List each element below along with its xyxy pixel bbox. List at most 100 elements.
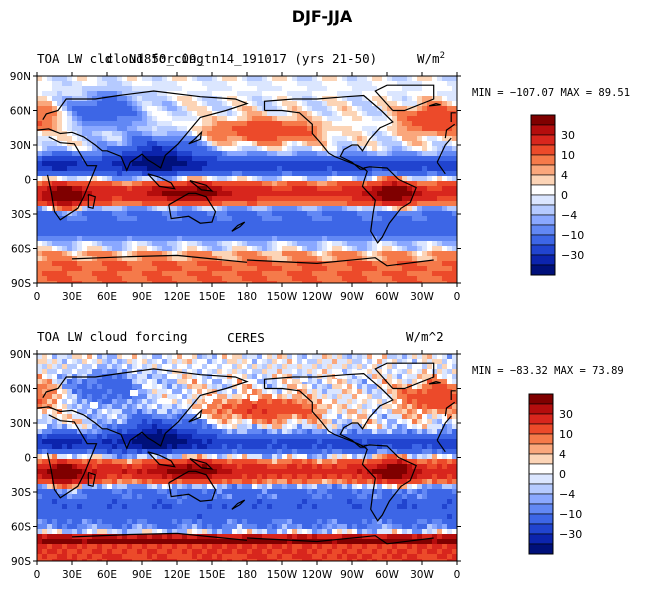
field-cell <box>137 231 143 237</box>
field-cell <box>387 96 393 102</box>
field-cell <box>127 424 133 430</box>
field-cell <box>322 271 328 277</box>
field-cell <box>62 261 68 267</box>
field-cell <box>67 166 73 172</box>
field-cell <box>447 261 453 267</box>
field-cell <box>407 364 413 370</box>
field-cell <box>407 131 413 137</box>
field-cell <box>227 91 233 97</box>
field-cell <box>347 364 353 370</box>
field-cell <box>357 86 363 92</box>
field-cell <box>242 359 248 365</box>
field-cell <box>382 156 388 162</box>
field-cell <box>62 101 68 107</box>
field-cell <box>62 266 68 272</box>
field-cell <box>307 186 313 192</box>
field-cell <box>142 266 148 272</box>
field-cell <box>352 91 358 97</box>
field-cell <box>42 181 48 187</box>
field-cell <box>72 404 78 410</box>
field-cell <box>352 161 358 167</box>
field-cell <box>92 231 98 237</box>
field-cell <box>407 226 413 232</box>
field-cell <box>57 76 63 82</box>
field-cell <box>342 186 348 192</box>
field-cell <box>327 171 333 177</box>
field-cell <box>177 414 183 420</box>
field-cell <box>432 126 438 132</box>
field-cell <box>252 369 258 375</box>
field-cell <box>352 101 358 107</box>
field-cell <box>52 146 58 152</box>
field-cell <box>152 424 158 430</box>
field-cell <box>327 211 333 217</box>
field-cell <box>152 186 158 192</box>
field-cell <box>162 171 168 177</box>
field-cell <box>237 424 243 430</box>
field-cell <box>442 196 448 202</box>
field-cell <box>117 241 123 247</box>
field-cell <box>52 226 58 232</box>
field-cell <box>102 106 108 112</box>
field-cell <box>277 156 283 162</box>
field-cell <box>217 101 223 107</box>
field-cell <box>297 181 303 187</box>
field-cell <box>202 151 208 157</box>
field-cell <box>112 86 118 92</box>
field-cell <box>237 419 243 425</box>
field-cell <box>262 404 268 410</box>
field-cell <box>432 374 438 380</box>
field-cell <box>52 191 58 197</box>
field-cell <box>287 414 293 420</box>
field-cell <box>357 429 363 435</box>
field-cell <box>92 379 98 385</box>
field-cell <box>92 281 98 283</box>
field-cell <box>327 96 333 102</box>
field-cell <box>207 271 213 277</box>
field-cell <box>182 221 188 227</box>
field-cell <box>57 116 63 122</box>
field-cell <box>117 251 123 257</box>
field-cell <box>97 136 103 142</box>
field-cell <box>277 181 283 187</box>
field-cell <box>312 181 318 187</box>
field-cell <box>202 111 208 117</box>
field-cell <box>337 136 343 142</box>
colorbar-tick-label: −10 <box>561 229 584 242</box>
field-cell <box>42 226 48 232</box>
field-cell <box>387 246 393 252</box>
field-cell <box>82 384 88 390</box>
field-cell <box>397 176 403 182</box>
field-cell <box>67 151 73 157</box>
field-cell <box>187 281 193 283</box>
field-cell <box>177 156 183 162</box>
field-cell <box>447 116 453 122</box>
field-cell <box>372 251 378 257</box>
field-cell <box>257 409 263 415</box>
field-cell <box>37 186 43 192</box>
field-cell <box>202 384 208 390</box>
field-cell <box>407 101 413 107</box>
field-cell <box>112 379 118 385</box>
field-cell <box>352 399 358 405</box>
field-cell <box>247 379 253 385</box>
field-cell <box>37 211 43 217</box>
field-cell <box>82 251 88 257</box>
field-cell <box>237 186 243 192</box>
field-cell <box>262 131 268 137</box>
field-cell <box>37 246 43 252</box>
field-cell <box>52 166 58 172</box>
field-cell <box>137 379 143 385</box>
field-cell <box>97 111 103 117</box>
field-cell <box>397 276 403 282</box>
field-cell <box>282 359 288 365</box>
field-cell <box>187 231 193 237</box>
field-cell <box>107 126 113 132</box>
field-cell <box>437 266 443 272</box>
field-cell <box>302 121 308 127</box>
field-cell <box>327 201 333 207</box>
field-cell <box>67 414 73 420</box>
field-cell <box>52 206 58 212</box>
field-cell <box>117 221 123 227</box>
field-cell <box>147 251 153 257</box>
